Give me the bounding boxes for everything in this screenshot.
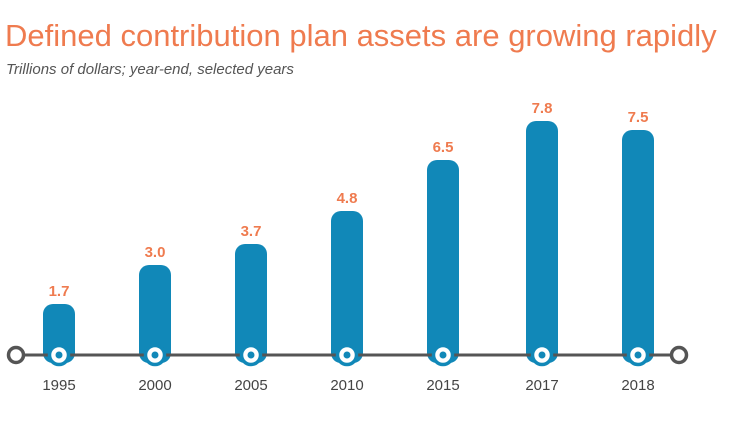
labels-layer: 1.7 3.0 3.7 4.8 6.5 7.8 7.5 1995 2000 2005 2010 201… xyxy=(42,100,654,394)
marker-dot-2017 xyxy=(538,351,546,359)
axis-layer xyxy=(6,343,689,367)
bar-2000 xyxy=(139,265,171,363)
value-label-2015: 6.5 xyxy=(433,139,454,156)
bar-2010 xyxy=(331,211,363,363)
marker-dot-2015 xyxy=(439,351,447,359)
value-label-1995: 1.7 xyxy=(49,283,70,300)
x-tick-label-1995: 1995 xyxy=(42,377,75,394)
x-tick-label-2000: 2000 xyxy=(138,377,171,394)
x-tick-label-2017: 2017 xyxy=(525,377,558,394)
chart-subtitle: Trillions of dollars; year-end, selected… xyxy=(6,61,294,78)
bar-2005 xyxy=(235,244,267,363)
x-tick-label-2018: 2018 xyxy=(621,377,654,394)
value-label-2005: 3.7 xyxy=(241,223,262,240)
x-tick-label-2015: 2015 xyxy=(426,377,459,394)
x-tick-label-2010: 2010 xyxy=(330,377,363,394)
axis-end-node xyxy=(669,345,689,365)
marker-dot-2018 xyxy=(634,351,642,359)
bar-2018 xyxy=(622,130,654,363)
marker-dot-1995 xyxy=(55,351,63,359)
marker-dot-2000 xyxy=(151,351,159,359)
marker-dot-2005 xyxy=(247,351,255,359)
value-label-2017: 7.8 xyxy=(532,100,553,117)
bar-2017 xyxy=(526,121,558,363)
chart-title: Defined contribution plan assets are gro… xyxy=(5,18,717,53)
x-tick-label-2005: 2005 xyxy=(234,377,267,394)
bars-layer xyxy=(43,121,654,363)
value-label-2018: 7.5 xyxy=(628,109,649,126)
marker-dot-2010 xyxy=(343,351,351,359)
bar-2015 xyxy=(427,160,459,363)
axis-start-node xyxy=(6,345,26,365)
value-label-2010: 4.8 xyxy=(337,190,358,207)
value-label-2000: 3.0 xyxy=(145,244,166,261)
